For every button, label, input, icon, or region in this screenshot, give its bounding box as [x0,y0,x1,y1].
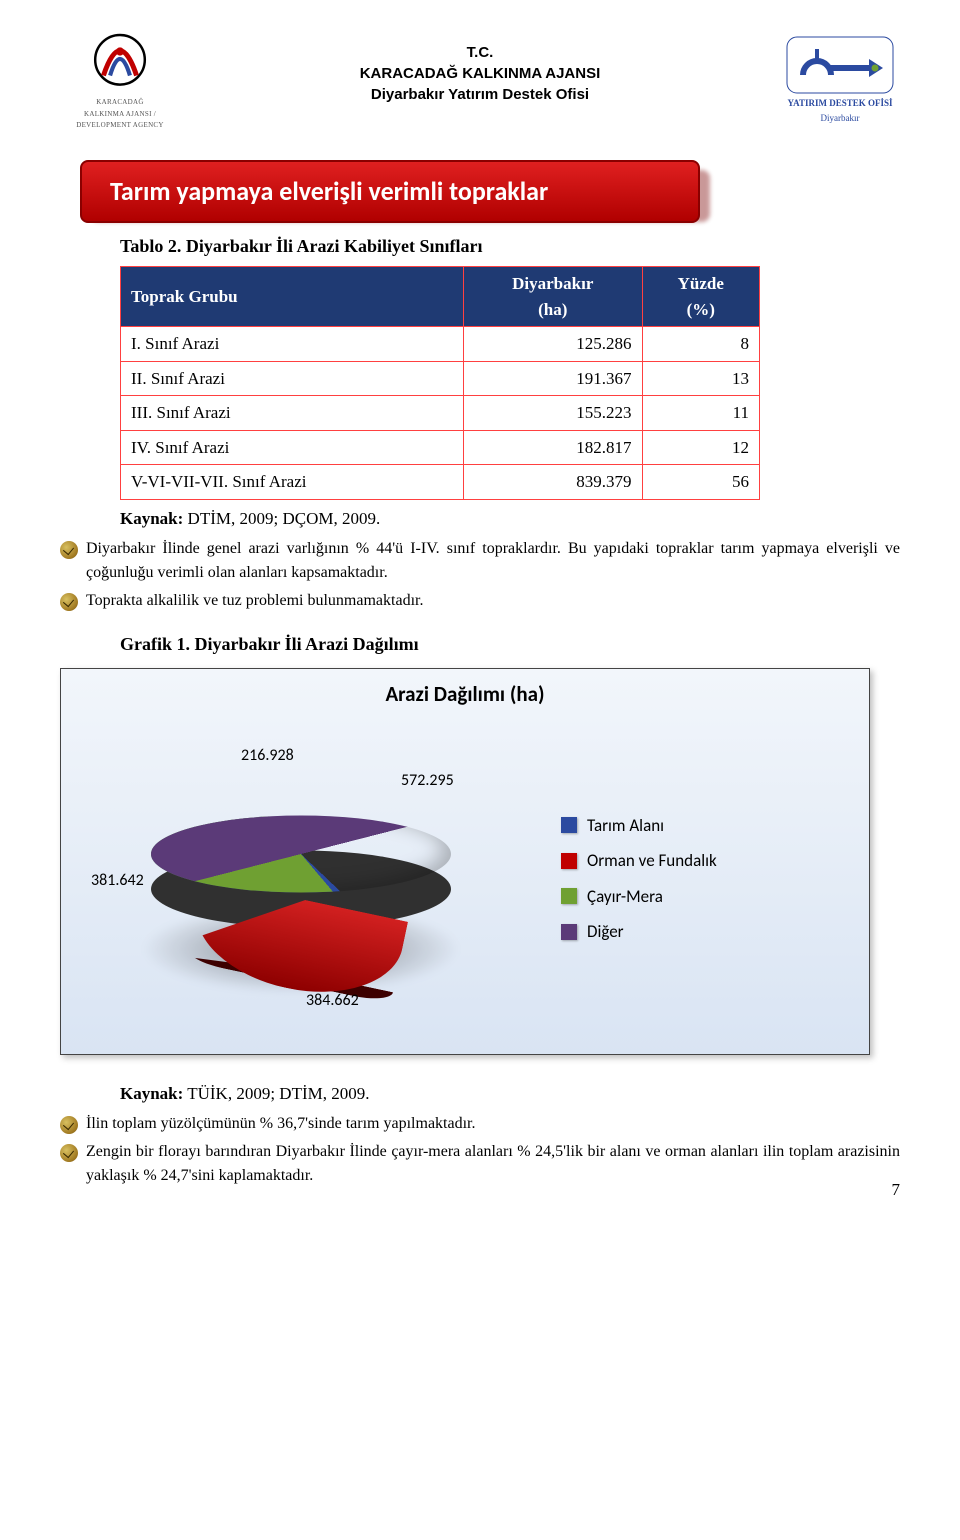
table-cell: 12 [642,430,760,465]
section-banner: Tarım yapmaya elverişli verimli toprakla… [80,160,900,223]
logo-left-caption-1: KARACADAĞ [96,97,143,108]
table-cell: 155.223 [464,396,642,431]
table-header-row: Toprak Grubu Diyarbakır (ha) Yüzde (%) [121,267,760,327]
check-bullet-icon [60,593,78,611]
legend-label: Diğer [587,919,624,945]
table-row: II. Sınıf Arazi191.36713 [121,361,760,396]
table-cell: 182.817 [464,430,642,465]
pie-chart-title: Arazi Dağılımı (ha) [81,679,849,711]
table-col-1: Diyarbakır (ha) [464,267,642,327]
kabiliyet-table: Toprak Grubu Diyarbakır (ha) Yüzde (%) I… [120,266,760,500]
check-bullet-icon [60,541,78,559]
bullet-item: İlin toplam yüzölçümünün % 36,7'sinde ta… [60,1112,900,1136]
source-text: DTİM, 2009; DÇOM, 2009. [183,509,380,528]
table-cell: 125.286 [464,327,642,362]
pie-data-label: 216.928 [241,744,294,768]
table-cell: 11 [642,396,760,431]
logo-left: KARACADAĞ KALKINMA AJANSI / DEVELOPMENT … [60,30,180,130]
pie-chart-container: Arazi Dağılımı (ha) 572.295 384.662 381.… [60,668,870,1055]
source-label: Kaynak: [120,509,183,528]
table-row: IV. Sınıf Arazi182.81712 [121,430,760,465]
destek-ofisi-logo-icon [785,35,895,95]
legend-label: Orman ve Fundalık [587,848,717,874]
header-line-1: T.C. [180,42,780,63]
table-source: Kaynak: DTİM, 2009; DÇOM, 2009. [120,506,900,532]
table-col-2: Yüzde (%) [642,267,760,327]
table-caption: Tablo 2. Diyarbakır İli Arazi Kabiliyet … [120,233,900,260]
header-line-2: KARACADAĞ KALKINMA AJANSI [180,63,780,84]
legend-swatch [561,817,577,833]
bullet-text: Zengin bir florayı barındıran Diyarbakır… [86,1140,900,1188]
source2-text: TÜİK, 2009; DTİM, 2009. [183,1084,369,1103]
bullet-text: İlin toplam yüzölçümünün % 36,7'sinde ta… [86,1112,900,1136]
table-row: III. Sınıf Arazi155.22311 [121,396,760,431]
table-cell: 191.367 [464,361,642,396]
legend-label: Çayır-Mera [587,884,663,910]
table-row: I. Sınıf Arazi125.2868 [121,327,760,362]
pie-data-label: 572.295 [401,769,454,793]
table-cell: I. Sınıf Arazi [121,327,464,362]
legend-item: Diğer [561,919,849,945]
legend-swatch [561,888,577,904]
banner-text: Tarım yapmaya elverişli verimli toprakla… [80,160,700,223]
legend-item: Tarım Alanı [561,813,849,839]
logo-right: YATIRIM DESTEK OFİSİ Diyarbakır [780,30,900,130]
bullet-text: Toprakta alkalilik ve tuz problemi bulun… [86,589,900,613]
table-cell: V-VI-VII-VII. Sınıf Arazi [121,465,464,500]
pie-data-label: 384.662 [306,989,359,1013]
logo-left-caption-2: KALKINMA AJANSI / DEVELOPMENT AGENCY [60,109,180,130]
header-line-3: Diyarbakır Yatırım Destek Ofisi [180,84,780,105]
pie-chart: 572.295 384.662 381.642 216.928 [81,729,561,1029]
legend-item: Orman ve Fundalık [561,848,849,874]
check-bullet-icon [60,1116,78,1134]
logo-right-caption-2: Diyarbakır [821,112,860,126]
pie-legend: Tarım Alanı Orman ve Fundalık Çayır-Mera Di… [561,803,849,955]
check-bullet-icon [60,1144,78,1162]
table-cell: 13 [642,361,760,396]
page-header: KARACADAĞ KALKINMA AJANSI / DEVELOPMENT … [60,30,900,130]
karacadag-logo-icon [80,30,160,95]
bullet-item: Diyarbakır İlinde genel arazi varlığının… [60,537,900,585]
table-row: V-VI-VII-VII. Sınıf Arazi839.37956 [121,465,760,500]
chart-caption: Grafik 1. Diyarbakır İli Arazi Dağılımı [120,631,900,658]
chart-source: Kaynak: TÜİK, 2009; DTİM, 2009. [120,1081,900,1107]
logo-right-caption-1: YATIRIM DESTEK OFİSİ [787,97,892,111]
legend-item: Çayır-Mera [561,884,849,910]
table-cell: 8 [642,327,760,362]
legend-label: Tarım Alanı [587,813,664,839]
legend-swatch [561,924,577,940]
header-title-block: T.C. KARACADAĞ KALKINMA AJANSI Diyarbakı… [180,30,780,105]
table-cell: II. Sınıf Arazi [121,361,464,396]
bullet-item: Zengin bir florayı barındıran Diyarbakır… [60,1140,900,1188]
table-cell: 56 [642,465,760,500]
source2-label: Kaynak: [120,1084,183,1103]
table-cell: IV. Sınıf Arazi [121,430,464,465]
pie-data-label: 381.642 [91,869,144,893]
bullet-item: Toprakta alkalilik ve tuz problemi bulun… [60,589,900,613]
table-col-0: Toprak Grubu [121,267,464,327]
legend-swatch [561,853,577,869]
bullet-text: Diyarbakır İlinde genel arazi varlığının… [86,537,900,585]
table-cell: 839.379 [464,465,642,500]
page-number: 7 [892,1177,901,1203]
table-cell: III. Sınıf Arazi [121,396,464,431]
